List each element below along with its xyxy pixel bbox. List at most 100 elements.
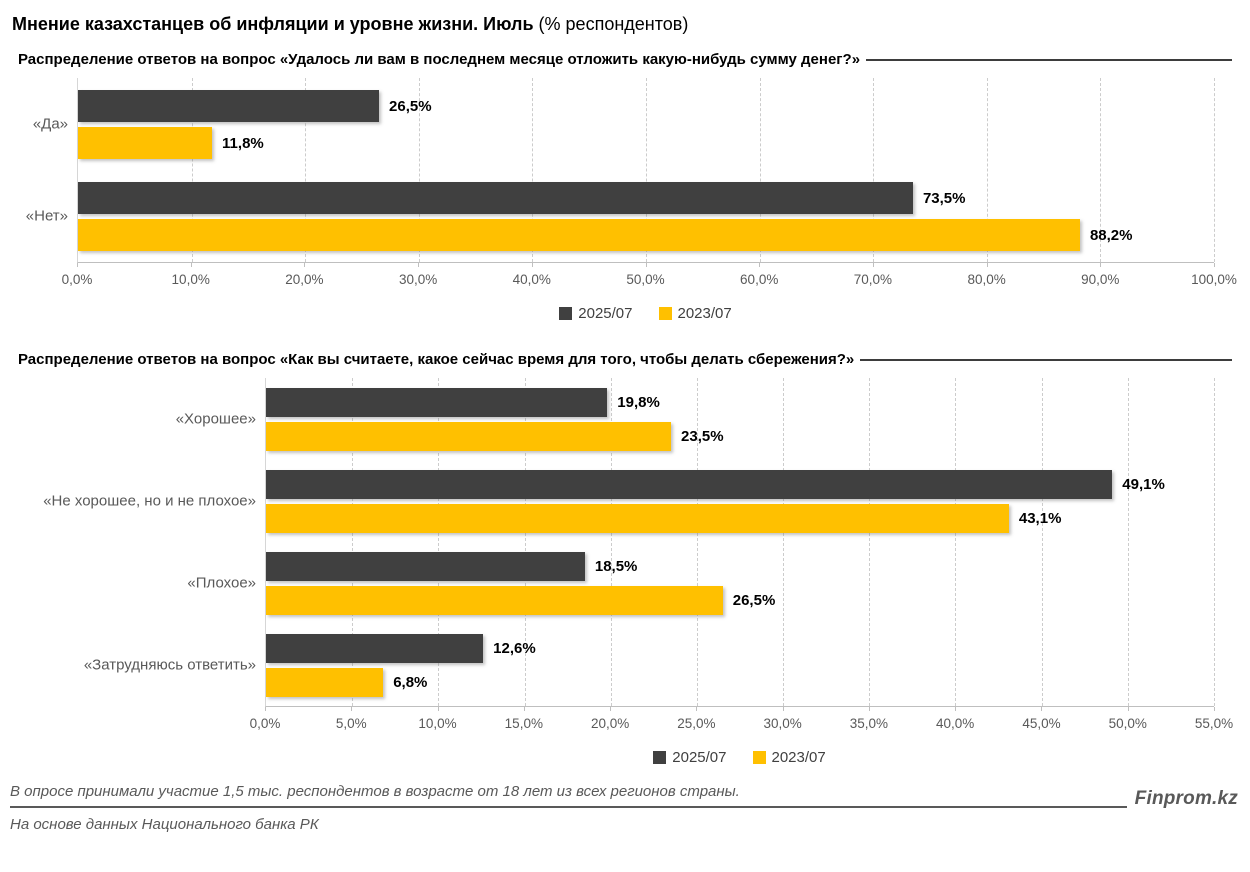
chart2-title-rule	[860, 358, 1232, 361]
chart1-title-rule	[866, 58, 1232, 61]
legend-swatch-icon	[752, 750, 766, 764]
tick-label: 15,0%	[504, 716, 543, 731]
gridline	[610, 378, 612, 706]
chart2-gridlines	[266, 378, 1215, 706]
tick-mark	[610, 707, 612, 711]
tick-label: 0,0%	[249, 716, 281, 731]
bar-line: 18,5%	[266, 552, 1214, 581]
chart1-x-axis: 0,0% 10,0% 20,0% 30,0% 40,0% 50,0% 60,0% 70,0% 8…	[62, 263, 1237, 293]
tick-label: 50,0%	[626, 272, 665, 287]
tick-label: 40,0%	[936, 716, 975, 731]
bar-value-label: 26,5%	[732, 592, 776, 609]
category-group: «Хорошее» 19,8% 23,5%	[176, 378, 1214, 460]
tick-label: 45,0%	[1022, 716, 1061, 731]
gridline	[1214, 378, 1215, 706]
gridline	[986, 78, 988, 262]
chart2-plot-area: «Хорошее» 19,8% 23,5% «Не хорошее, но и не …	[43, 378, 1215, 707]
page-title: Мнение казахстанцев об инфляции и уровне…	[12, 14, 1238, 35]
bar-line: 23,5%	[266, 422, 1214, 451]
page-title-main: Мнение казахстанцев об инфляции и уровне…	[12, 14, 534, 34]
tick-mark	[986, 263, 988, 267]
bar-line: 88,2%	[78, 219, 1214, 251]
category-group: «Плохое» 18,5% 26,5%	[187, 542, 1214, 624]
tick-label: 35,0%	[849, 716, 889, 731]
gridline	[1127, 378, 1129, 706]
chart2-x-axis: 0,0% 5,0% 10,0% 15,0% 20,0% 25,0% 30,0% 35,0% 40…	[250, 707, 1233, 737]
legend-label: 2025/07	[672, 748, 727, 766]
gridline	[1214, 78, 1215, 262]
legend-item-2023-07: 2023/07	[658, 305, 732, 322]
bar-2023-07	[78, 127, 213, 159]
legend-item-2025-07: 2025/07	[653, 748, 727, 766]
tick-label: 100,0%	[1191, 272, 1237, 287]
tick-label: 90,0%	[1081, 272, 1120, 287]
bar-line: 73,5%	[78, 182, 1214, 214]
gridline	[1100, 78, 1102, 262]
category-label: «Да»	[32, 115, 68, 133]
bar-value-label: 26,5%	[389, 97, 432, 115]
tick-mark	[868, 707, 870, 711]
tick-mark	[304, 263, 306, 267]
chart1-rows: «Да» 26,5% 11,8% «Нет» 73,5% 88,2%	[26, 78, 1214, 262]
tick-mark	[1100, 263, 1102, 267]
tick-mark	[645, 263, 647, 267]
bar-line: 19,8%	[266, 388, 1214, 417]
bar-value-label: 19,8%	[617, 394, 660, 411]
legend-swatch-icon	[658, 306, 672, 320]
chart2-rows: «Хорошее» 19,8% 23,5% «Не хорошее, но и не …	[43, 378, 1214, 706]
tick-label: 70,0%	[853, 272, 893, 287]
gridline	[955, 378, 957, 706]
tick-label: 30,0%	[398, 272, 438, 287]
tick-label: 50,0%	[1108, 716, 1147, 731]
chart2-legend: 2025/07 2023/07	[265, 745, 1214, 769]
tick-label: 10,0%	[171, 272, 210, 287]
tick-mark	[1214, 707, 1215, 711]
gridline	[352, 378, 354, 706]
chart1-legend: 2025/07 2023/07	[77, 301, 1214, 325]
tick-mark	[1041, 707, 1043, 711]
tick-mark	[351, 707, 353, 711]
chart1-title: Распределение ответов на вопрос «Удалось…	[18, 51, 1238, 68]
chart1-plot-area: «Да» 26,5% 11,8% «Нет» 73,5% 88,2%	[26, 78, 1215, 263]
legend-label: 2025/07	[578, 304, 633, 322]
category-label: «Нет»	[25, 207, 68, 225]
gridline	[524, 378, 526, 706]
tick-label: 20,0%	[285, 272, 324, 287]
legend-swatch-icon	[653, 750, 667, 764]
tick-label: 60,0%	[740, 272, 779, 287]
bar-value-label: 23,5%	[681, 428, 724, 445]
gridline	[646, 78, 647, 262]
gridline	[418, 78, 420, 262]
category-label: «Не хорошее, но и не плохое»	[43, 492, 256, 510]
bar-2023-07	[266, 586, 723, 615]
bar-2023-07	[266, 668, 384, 697]
bar-line: 12,6%	[266, 634, 1214, 663]
bar-2023-07	[78, 219, 1080, 251]
tick-mark	[190, 263, 192, 267]
tick-mark	[77, 263, 78, 267]
tick-label: 5,0%	[335, 716, 367, 731]
source-note: На основе данных Национального банка РК	[10, 816, 319, 833]
tick-mark	[1214, 263, 1215, 267]
bar-line: 26,5%	[78, 90, 1214, 122]
chart1-gridlines	[78, 78, 1215, 262]
tick-mark	[437, 707, 439, 711]
gridline	[438, 378, 440, 706]
page-title-suffix: (% респондентов)	[533, 14, 689, 34]
bar-value-label: 18,5%	[594, 558, 638, 575]
bar-2025-07	[266, 470, 1113, 499]
legend-item-2025-07: 2025/07	[559, 304, 633, 322]
gridline	[305, 78, 307, 262]
category-group: «Нет» 73,5% 88,2%	[26, 170, 1214, 262]
tick-label: 20,0%	[590, 716, 630, 731]
category-label: «Хорошее»	[175, 410, 256, 428]
bar-value-label: 12,6%	[493, 640, 536, 657]
bar-line: 6,8%	[266, 668, 1214, 697]
bar-2025-07	[78, 182, 913, 214]
bar-value-label: 43,1%	[1018, 510, 1062, 527]
tick-label: 55,0%	[1194, 716, 1234, 731]
bar-line: 43,1%	[266, 504, 1214, 533]
tick-mark	[1127, 707, 1129, 711]
legend-label: 2023/07	[771, 748, 826, 766]
tick-label: 25,0%	[677, 716, 716, 731]
